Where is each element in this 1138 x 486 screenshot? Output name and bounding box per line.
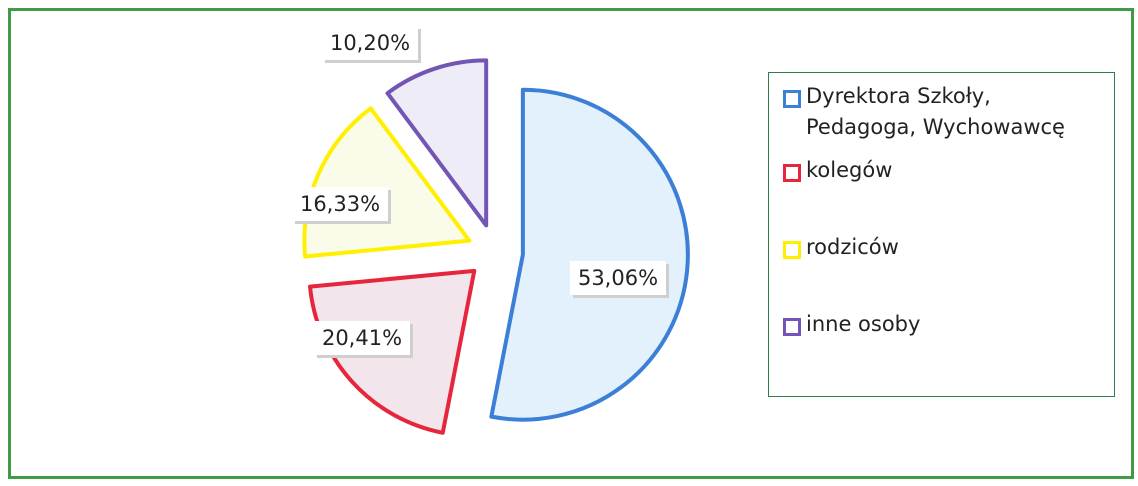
legend-swatch xyxy=(783,318,801,336)
label-box xyxy=(322,26,418,60)
legend-item: rodziców xyxy=(783,232,1100,263)
legend-item: kolegów xyxy=(783,155,1100,186)
legend-swatch xyxy=(783,164,801,182)
label-box xyxy=(314,321,410,355)
label-box xyxy=(292,187,388,221)
legend-swatch xyxy=(783,90,801,108)
legend-label: Dyrektora Szkoły, Pedagoga, Wychowawcę xyxy=(806,84,1065,139)
data-label: 16,33% xyxy=(300,192,380,216)
data-label: 10,20% xyxy=(330,31,410,55)
data-label: 53,06% xyxy=(578,266,658,290)
legend-item: Dyrektora Szkoły, Pedagoga, Wychowawcę xyxy=(783,81,1100,143)
pie-slice xyxy=(385,58,489,228)
legend-label: kolegów xyxy=(806,158,893,182)
legend-swatch xyxy=(783,241,801,259)
legend-label: rodziców xyxy=(806,235,899,259)
pie-slice xyxy=(489,87,690,422)
label-box xyxy=(570,261,666,295)
data-label: 20,41% xyxy=(322,326,402,350)
legend-item: inne osoby xyxy=(783,309,1100,340)
chart-frame xyxy=(8,8,1134,479)
legend-label: inne osoby xyxy=(806,312,921,336)
legend: Dyrektora Szkoły, Pedagoga, Wychowawcę ko… xyxy=(768,72,1115,397)
